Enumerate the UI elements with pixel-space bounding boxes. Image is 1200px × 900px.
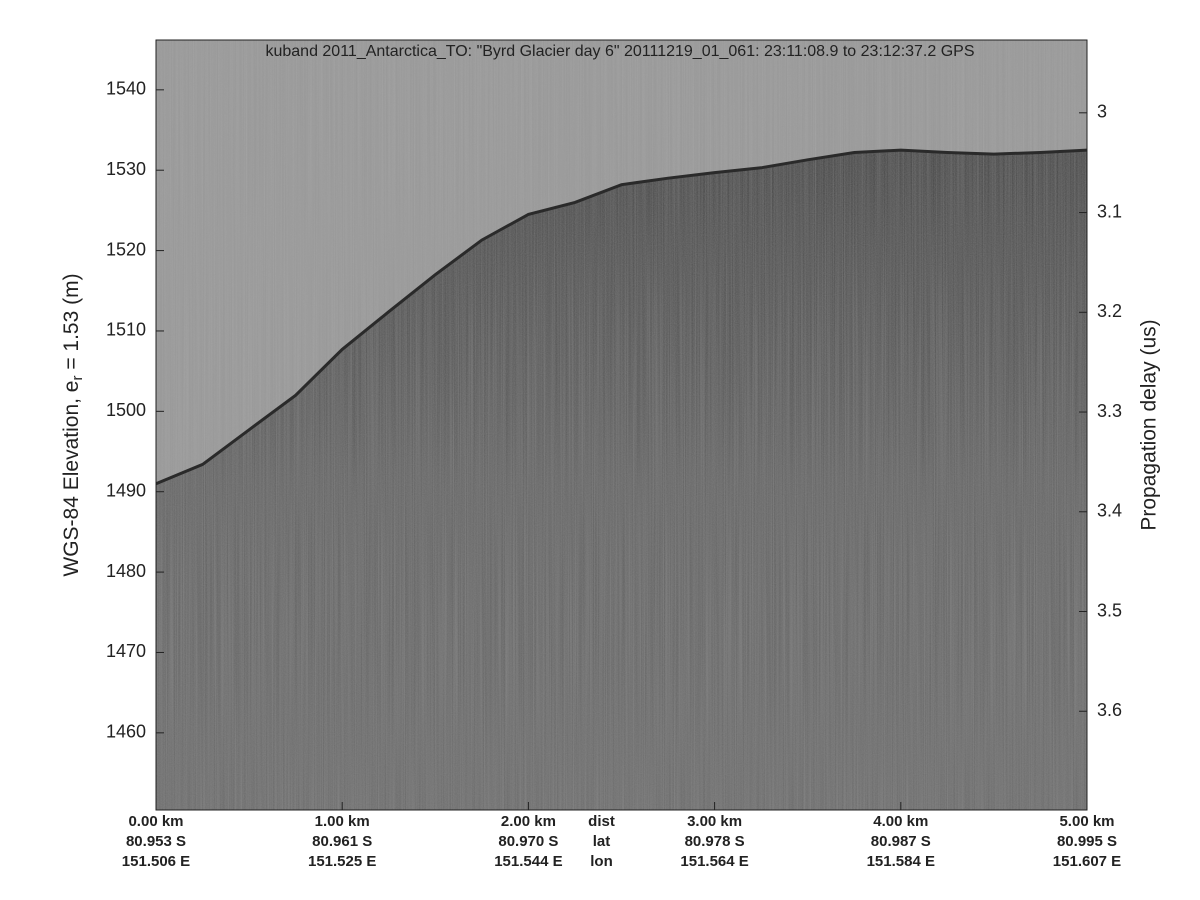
y2-tick-label: 3.4: [1097, 501, 1122, 521]
y-label-main: WGS-84 Elevation, e: [60, 381, 83, 577]
x-tick-lat: 80.953 S: [126, 833, 186, 850]
y2-tick-label: 3.6: [1097, 700, 1122, 720]
x-tick-lon: 151.584 E: [867, 853, 935, 870]
x-tick-lon: 151.564 E: [680, 853, 748, 870]
y2-tick-label: 3.1: [1097, 201, 1122, 221]
y-tick-label: 1530: [106, 159, 146, 179]
y-tick-label: 1510: [106, 320, 146, 340]
x-tick-label: 4.00 km: [873, 813, 928, 830]
grain-texture: [156, 40, 1087, 810]
x-row-label: dist: [588, 813, 615, 830]
y2-tick-label: 3: [1097, 102, 1107, 122]
y-label-rest: = 1.53 (m): [60, 273, 83, 375]
x-tick-lat: 80.995 S: [1057, 833, 1117, 850]
x-tick-lat: 80.970 S: [498, 833, 558, 850]
y-tick-label: 1490: [106, 480, 146, 500]
y-label-sub: r: [69, 376, 86, 381]
chart-title: kuband 2011_Antarctica_TO: "Byrd Glacier…: [265, 43, 974, 60]
x-tick-lat: 80.978 S: [685, 833, 745, 850]
x-tick-lon: 151.525 E: [308, 853, 376, 870]
x-tick-lon: 151.544 E: [494, 853, 562, 870]
x-tick-label: 0.00 km: [128, 813, 183, 830]
y2-tick-label: 3.5: [1097, 600, 1122, 620]
y-tick-label: 1460: [106, 722, 146, 742]
y-axis-label: WGS-84 Elevation, er = 1.53 (m): [60, 273, 86, 576]
y2-tick-label: 3.3: [1097, 401, 1122, 421]
y-tick-label: 1480: [106, 561, 146, 581]
x-tick-label: 3.00 km: [687, 813, 742, 830]
y-tick-label: 1520: [106, 239, 146, 259]
x-tick-lat: 80.961 S: [312, 833, 372, 850]
x-tick-lon: 151.607 E: [1053, 853, 1121, 870]
x-tick-lon: 151.506 E: [122, 853, 190, 870]
echogram: [156, 40, 1087, 810]
x-tick-label: 5.00 km: [1059, 813, 1114, 830]
x-tick-lat: 80.987 S: [871, 833, 931, 850]
y-tick-label: 1540: [106, 79, 146, 99]
plot-frame: [155, 39, 1088, 811]
x-tick-label: 1.00 km: [315, 813, 370, 830]
x-row-label: lon: [590, 853, 613, 870]
y-tick-label: 1470: [106, 641, 146, 661]
surface-line: [156, 148, 1087, 486]
x-row-label: lat: [593, 833, 611, 850]
y-tick-label: 1500: [106, 400, 146, 420]
y2-axis-label: Propagation delay (us): [1138, 319, 1161, 530]
x-tick-label: 2.00 km: [501, 813, 556, 830]
y2-tick-label: 3.2: [1097, 301, 1122, 321]
